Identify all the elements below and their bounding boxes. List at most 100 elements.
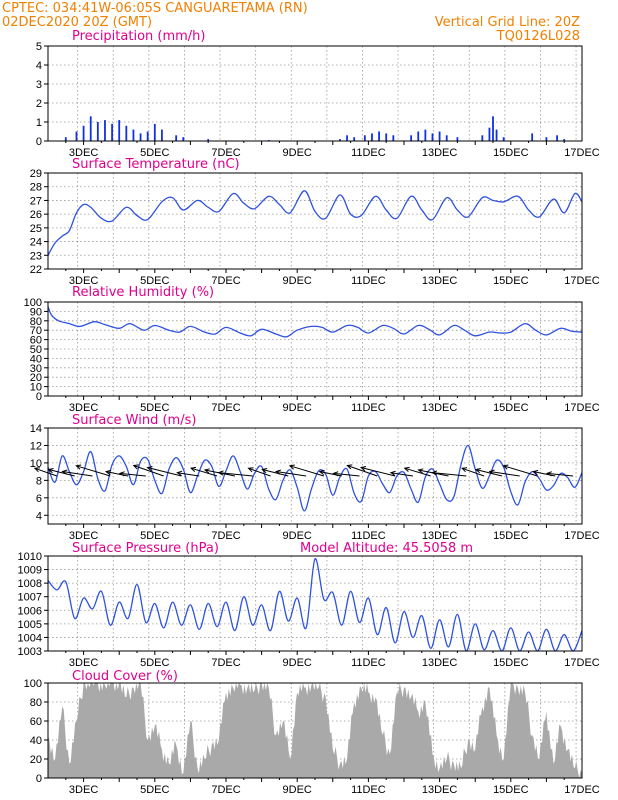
wind-title: Surface Wind (m/s) — [72, 413, 196, 428]
pressure-xtick-label: 11DEC — [351, 657, 386, 669]
rh-ytick-label: 0 — [36, 391, 42, 403]
cloud-title: Cloud Cover (%) — [72, 669, 178, 684]
cloud-xtick-label: 9DEC — [283, 784, 312, 796]
precip-bar — [424, 129, 427, 141]
precip-xtick-label: 3DEC — [69, 147, 98, 159]
wind-xtick-label: 7DEC — [211, 530, 240, 542]
temp-plot-area — [48, 173, 582, 269]
pressure-xtick-label: 17DEC — [564, 657, 600, 669]
wind-arrow — [262, 469, 289, 477]
wind-arrow — [475, 469, 503, 477]
wind-arrow-head — [261, 468, 268, 474]
wind-arrow — [289, 465, 325, 477]
rh-ytick-label: 20 — [30, 372, 42, 384]
rh-ytick-label: 40 — [30, 353, 42, 365]
cloud-ytick-label: 40 — [30, 735, 42, 747]
pressure-ytick-label: 1008 — [18, 578, 42, 590]
cloud-ytick-label: 0 — [36, 773, 42, 785]
rh-ytick-label: 100 — [24, 297, 42, 309]
wind-ytick-label: 8 — [36, 475, 42, 487]
precip-bar — [111, 123, 113, 141]
precip-bar — [139, 133, 142, 141]
wind-arrow — [177, 472, 200, 477]
precip-bar — [132, 129, 135, 141]
precip-xtick-label: 17DEC — [564, 147, 600, 159]
precip-bar — [495, 129, 498, 141]
precip-bar — [563, 139, 566, 141]
rh-ytick-label: 10 — [30, 382, 42, 394]
temp-frame — [47, 172, 583, 270]
precip-bar — [445, 135, 448, 141]
precip-ytick-label: 3 — [36, 79, 42, 91]
cloud-frame — [47, 682, 583, 779]
cloud-xtick-label: 13DEC — [422, 784, 458, 796]
precip-bar — [410, 135, 413, 141]
wind-arrow-head — [33, 467, 40, 473]
precip-bar — [417, 131, 420, 141]
precip-bar — [488, 127, 491, 141]
wind-arrow-head — [389, 470, 396, 476]
wind-arrow-head — [118, 471, 125, 477]
temp-line — [47, 190, 583, 256]
wind-arrow — [461, 467, 485, 477]
wind-frame — [47, 427, 583, 525]
wind-xtick-label: 11DEC — [351, 530, 386, 542]
precip-bar — [385, 133, 388, 141]
pressure-ytick-label: 1007 — [18, 592, 42, 604]
wind-xtick-label: 15DEC — [493, 530, 529, 542]
precip-bar — [82, 125, 85, 141]
pressure-frame — [47, 555, 583, 652]
wind-arrow-head — [461, 467, 468, 473]
precip-bar — [431, 133, 434, 141]
pressure-xtick-label: 5DEC — [140, 657, 169, 669]
cloud-ytick-label: 60 — [30, 716, 42, 728]
precip-bar — [545, 137, 548, 141]
model-altitude-label: Model Altitude: 45.5058 m — [300, 541, 473, 556]
rh-line — [47, 306, 583, 338]
rh-ytick-label: 80 — [30, 316, 42, 328]
wind-ytick-label: 10 — [30, 458, 42, 470]
rh-ytick-label: 60 — [30, 335, 42, 347]
pressure-ytick-label: 1009 — [18, 565, 42, 577]
precip-bar — [371, 133, 373, 141]
precip-bar — [378, 131, 380, 141]
wind-arrow-head — [104, 469, 112, 476]
wind-arrow — [547, 472, 574, 477]
cloud-xtick-label: 5DEC — [140, 784, 169, 796]
precip-bar — [153, 123, 156, 141]
wind-arrow — [489, 471, 520, 477]
wind-xtick-label: 3DEC — [69, 530, 98, 542]
pressure-xtick-label: 7DEC — [211, 657, 240, 669]
wind-arrow — [62, 471, 93, 477]
rh-ytick-label: 90 — [30, 306, 42, 318]
wind-ytick-label: 12 — [30, 440, 42, 452]
cloud-xtick-label: 3DEC — [69, 784, 98, 796]
header-location: CPTEC: 034:41W-06:05S CANGUARETAMA (RN) — [2, 1, 308, 16]
pressure-xtick-label: 15DEC — [493, 657, 529, 669]
precip-bar — [438, 131, 441, 141]
temp-xtick-label: 13DEC — [422, 275, 458, 287]
pressure-ytick-label: 1003 — [18, 646, 42, 658]
precip-bar — [96, 122, 99, 141]
wind-xtick-label: 17DEC — [564, 530, 600, 542]
precip-title: Precipitation (mm/h) — [72, 29, 205, 44]
precip-xtick-label: 11DEC — [351, 147, 386, 159]
temp-ytick-label: 29 — [30, 168, 42, 180]
wind-arrow-head — [417, 468, 424, 474]
wind-arrow-head — [502, 464, 509, 470]
pressure-ytick-label: 1010 — [18, 551, 42, 563]
wind-arrow — [360, 467, 396, 477]
temp-xtick-label: 17DEC — [564, 275, 600, 287]
cloud-xtick-label: 17DEC — [564, 784, 600, 796]
wind-arrow — [347, 465, 378, 477]
precip-xtick-label: 5DEC — [140, 147, 169, 159]
precip-frame — [47, 45, 583, 142]
cloud-ytick-label: 20 — [30, 754, 42, 766]
precip-bar — [146, 131, 149, 141]
temp-ytick-label: 28 — [30, 182, 42, 194]
temp-ytick-label: 22 — [30, 264, 42, 276]
precip-bar — [161, 129, 163, 141]
wind-arrow-head — [217, 470, 224, 476]
wind-arrow-head — [47, 468, 54, 474]
